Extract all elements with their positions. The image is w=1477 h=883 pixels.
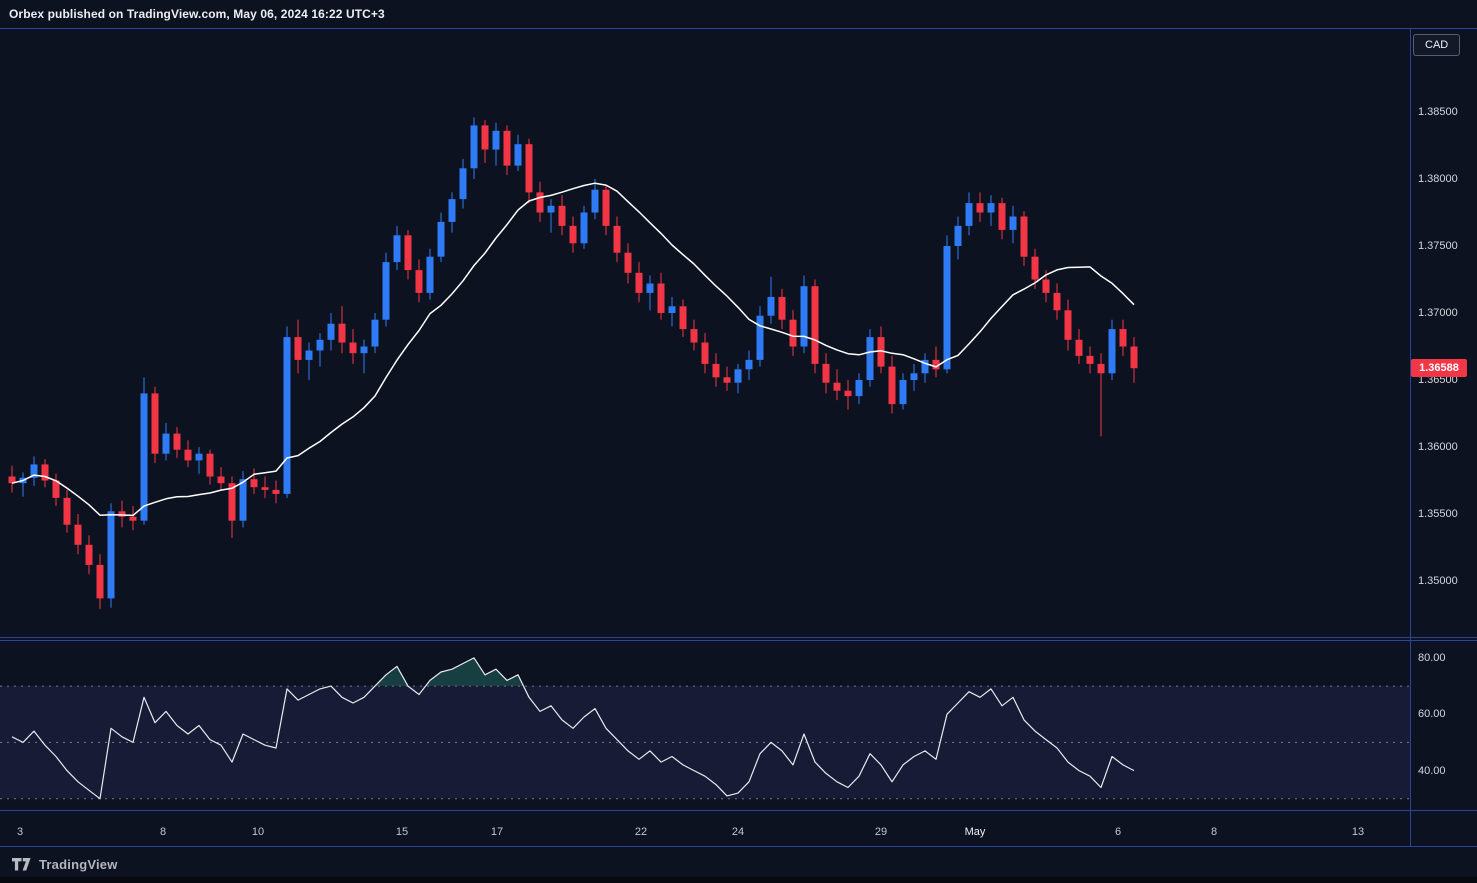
currency-chip: CAD [1413, 34, 1461, 56]
tradingview-footer-link[interactable]: TradingView [12, 857, 118, 872]
footer: TradingView [0, 852, 1477, 883]
last-price-badge: 1.36588 [1411, 359, 1467, 377]
chart-canvas[interactable] [0, 28, 1477, 852]
chart-area: 1.38500 1.38000 1.37500 1.37000 1.36500 1.360… [0, 28, 1477, 852]
attribution-link[interactable]: Orbex published on TradingView.com, May … [9, 7, 385, 21]
attribution-bar: Orbex published on TradingView.com, May … [0, 0, 1477, 28]
tradingview-brand-label: TradingView [39, 857, 118, 872]
currency-chip-label: CAD [1425, 39, 1449, 51]
tradingview-logo-icon [12, 858, 31, 871]
